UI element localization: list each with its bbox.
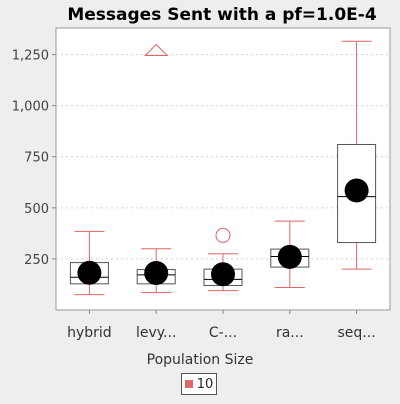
legend-label: 10 [196,376,214,392]
x-tick-label: hybrid [67,325,112,341]
x-tick-label: levy... [136,325,176,341]
outlier-triangle [143,43,169,56]
mean-marker [211,262,235,287]
mean-marker [77,260,102,285]
x-axis-label: Population Size [147,352,254,368]
y-axis: 250 500 750 1,000 1,250 [12,49,56,268]
box-plots [69,40,377,296]
x-axis: hybrid levy... C-... ra... seq... [67,310,376,341]
mean-marker [144,261,169,286]
legend: 10 [181,373,217,395]
outlier-circle [215,227,231,243]
chart-title: Messages Sent with a pf=1.0E-4 [67,5,376,25]
x-tick-label: seq... [338,325,376,341]
y-tick-label: 750 [24,151,49,166]
legend-swatch [184,380,193,388]
mean-marker [277,244,302,269]
y-tick-label: 500 [24,202,49,217]
y-tick-label: 250 [24,253,49,268]
mean-marker [344,178,369,203]
x-tick-label: C-... [209,325,237,341]
x-tick-label: ra... [276,325,304,341]
y-tick-label: 1,000 [12,100,49,115]
y-tick-label: 1,250 [12,49,49,64]
